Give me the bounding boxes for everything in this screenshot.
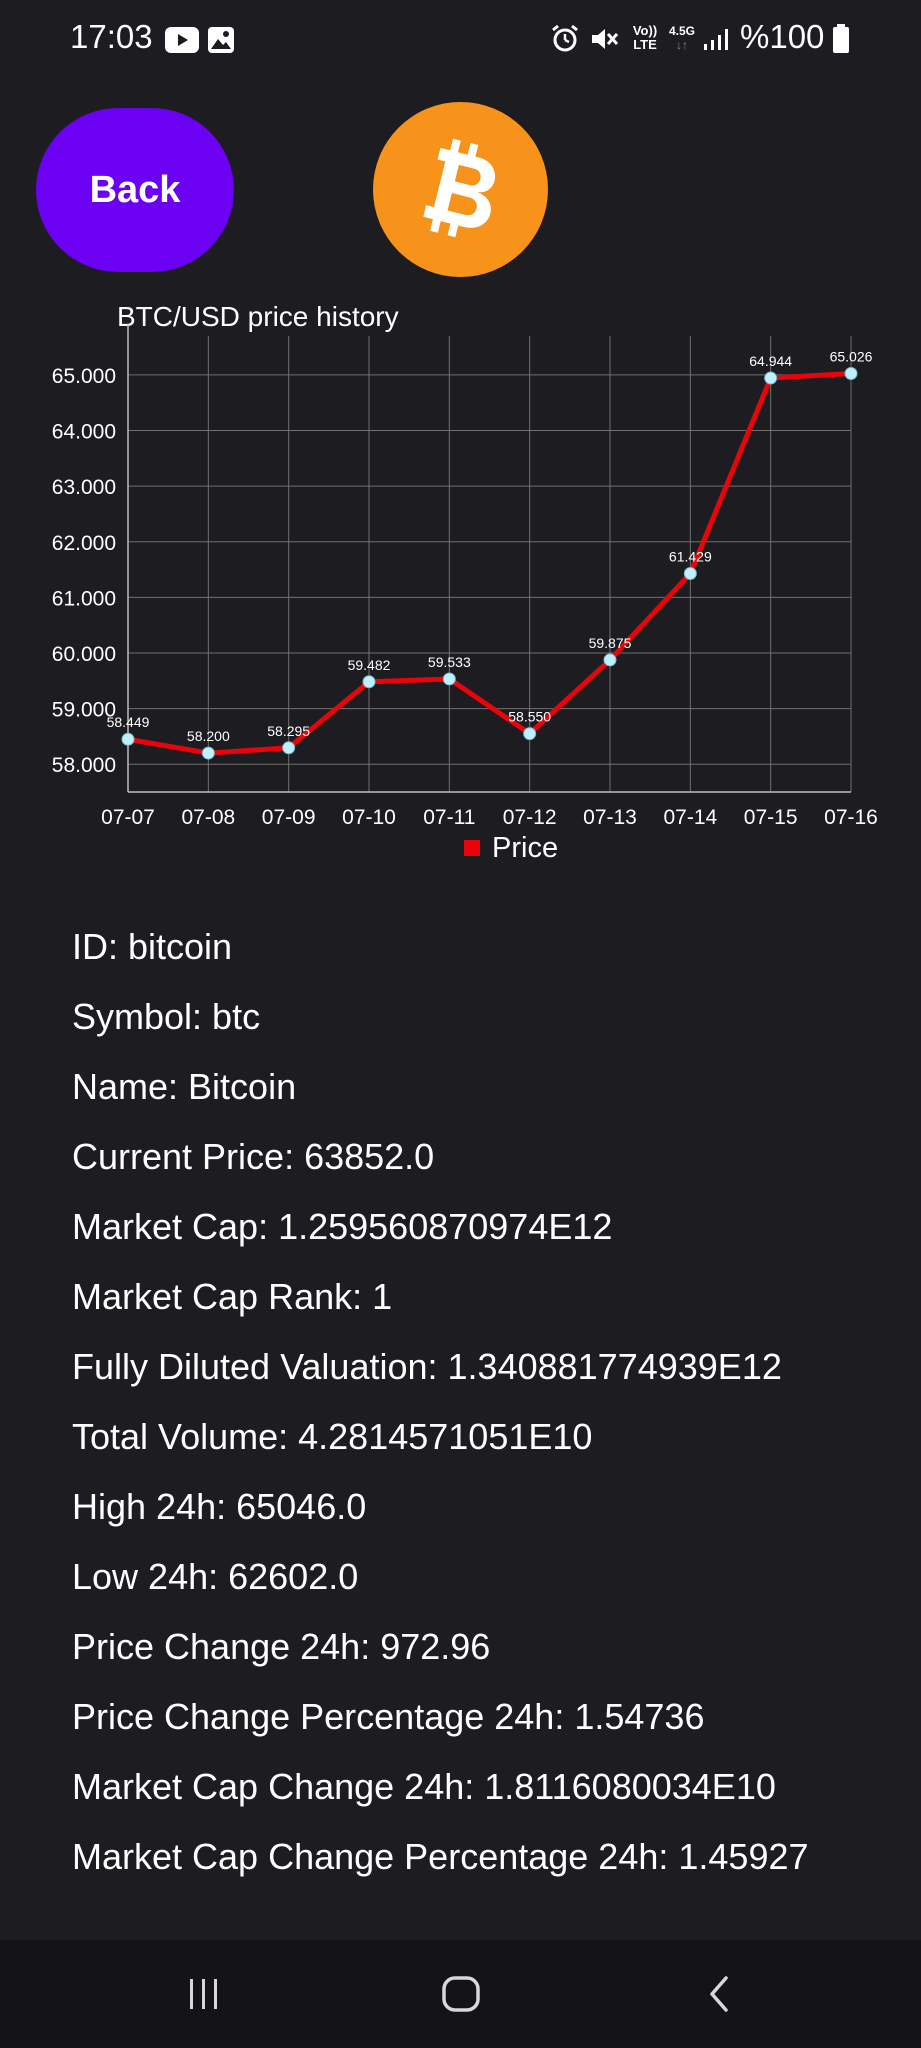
data-label: 58.550 [508, 709, 551, 725]
back-icon [710, 1976, 728, 2012]
recent-apps-button[interactable] [134, 1940, 274, 2048]
status-time: 17:03 [70, 18, 153, 55]
y-tick-label: 63.000 [52, 476, 116, 499]
data-label: 65.026 [830, 348, 873, 364]
battery-icon [833, 24, 849, 53]
detail-market-cap-change-percentage-24h: Market Cap Change Percentage 24h: 1.4592… [72, 1836, 809, 1877]
status-bar: 17:03 Vo)) LTE 4.5G ↓↑ %100 [0, 0, 921, 80]
data-label: 58.200 [187, 728, 230, 744]
navigation-bar [0, 1940, 921, 2048]
data-point [523, 727, 537, 741]
price-chart: BTC/USD price history 58.000 59.000 60.000… [0, 290, 921, 880]
data-point [683, 567, 697, 581]
data-point [362, 675, 376, 689]
x-tick-label: 07-11 [423, 806, 475, 829]
nav-back-button[interactable] [650, 1940, 790, 2048]
chart-grid [127, 336, 852, 792]
alarm-icon [552, 24, 578, 52]
lte-label: LTE [633, 37, 657, 52]
detail-price-change-24h: Price Change 24h: 972.96 [72, 1626, 491, 1667]
x-tick-label: 07-16 [824, 806, 878, 829]
detail-name: Name: Bitcoin [72, 1066, 297, 1107]
bitcoin-icon [423, 138, 496, 238]
home-icon [442, 1976, 480, 2012]
data-label: 58.449 [107, 714, 150, 730]
y-tick-label: 64.000 [52, 421, 116, 444]
bitcoin-logo [373, 102, 548, 277]
recent-apps-icon [190, 1979, 217, 2009]
chart-series: 58.449 58.200 58.295 59.482 59.533 58.550 59.8… [107, 348, 873, 760]
detail-fully-diluted-valuation: Fully Diluted Valuation: 1.340881774939E… [72, 1346, 782, 1387]
signal-icon [704, 29, 728, 50]
data-point [844, 366, 858, 380]
x-tick-label: 07-07 [101, 806, 155, 829]
mute-icon [592, 29, 619, 49]
y-tick-label: 58.000 [52, 754, 116, 777]
data-point [603, 653, 617, 667]
detail-market-cap-rank: Market Cap Rank: 1 [72, 1276, 393, 1317]
data-label: 64.944 [749, 353, 792, 369]
detail-market-cap-change-24h: Market Cap Change 24h: 1.8116080034E10 [72, 1766, 776, 1807]
coin-details: ID: bitcoin Symbol: btc Name: Bitcoin Cu… [72, 918, 912, 1898]
legend-label-price: Price [492, 832, 558, 864]
detail-id: ID: bitcoin [72, 926, 233, 967]
lte-4.5g-icon: 4.5G ↓↑ [665, 24, 699, 52]
y-tick-label: 65.000 [52, 365, 116, 388]
data-label: 59.875 [589, 635, 632, 651]
gallery-icon [208, 27, 234, 53]
x-tick-label: 07-10 [342, 806, 396, 829]
detail-symbol: Symbol: btc [72, 996, 261, 1037]
battery-percent: %100 [740, 18, 825, 55]
line-chart-svg: BTC/USD price history 58.000 59.000 60.000… [52, 301, 878, 864]
data-point [282, 741, 296, 755]
data-point [442, 672, 456, 686]
series-line-price [127, 370, 852, 756]
back-button[interactable]: Back [36, 108, 234, 272]
data-label: 58.295 [267, 723, 310, 739]
data-label: 61.429 [669, 549, 712, 565]
detail-high-24h: High 24h: 65046.0 [72, 1486, 367, 1527]
y-tick-label: 59.000 [52, 699, 116, 722]
data-label: 59.533 [428, 654, 471, 670]
detail-price-change-percentage-24h: Price Change Percentage 24h: 1.54736 [72, 1696, 705, 1737]
chart-axes: 58.000 59.000 60.000 61.000 62.000 63.000 64.0… [52, 324, 878, 829]
y-tick-label: 61.000 [52, 587, 116, 610]
chart-title: BTC/USD price history [117, 301, 399, 332]
youtube-icon [165, 27, 199, 53]
volte-icon: Vo)) LTE [630, 24, 660, 52]
detail-low-24h: Low 24h: 62602.0 [72, 1556, 359, 1597]
x-tick-label: 07-08 [181, 806, 235, 829]
data-point [764, 371, 778, 385]
x-tick-label: 07-14 [663, 806, 717, 829]
y-tick-label: 60.000 [52, 643, 116, 666]
x-tick-label: 07-15 [744, 806, 798, 829]
x-tick-label: 07-13 [583, 806, 637, 829]
x-tick-label: 07-09 [262, 806, 316, 829]
data-point [201, 746, 215, 760]
volte-label: Vo)) [632, 23, 658, 38]
detail-market-cap: Market Cap: 1.259560870974E12 [72, 1206, 613, 1247]
y-tick-label: 62.000 [52, 532, 116, 555]
home-button[interactable] [391, 1940, 531, 2048]
chart-legend: Price [464, 832, 558, 864]
network-label: 4.5G [668, 24, 695, 38]
data-label: 59.482 [348, 657, 391, 673]
data-point [121, 732, 135, 746]
detail-total-volume: Total Volume: 4.2814571051E10 [72, 1416, 593, 1457]
x-tick-label: 07-12 [503, 806, 557, 829]
detail-current-price: Current Price: 63852.0 [72, 1136, 435, 1177]
legend-swatch-price [464, 840, 480, 856]
